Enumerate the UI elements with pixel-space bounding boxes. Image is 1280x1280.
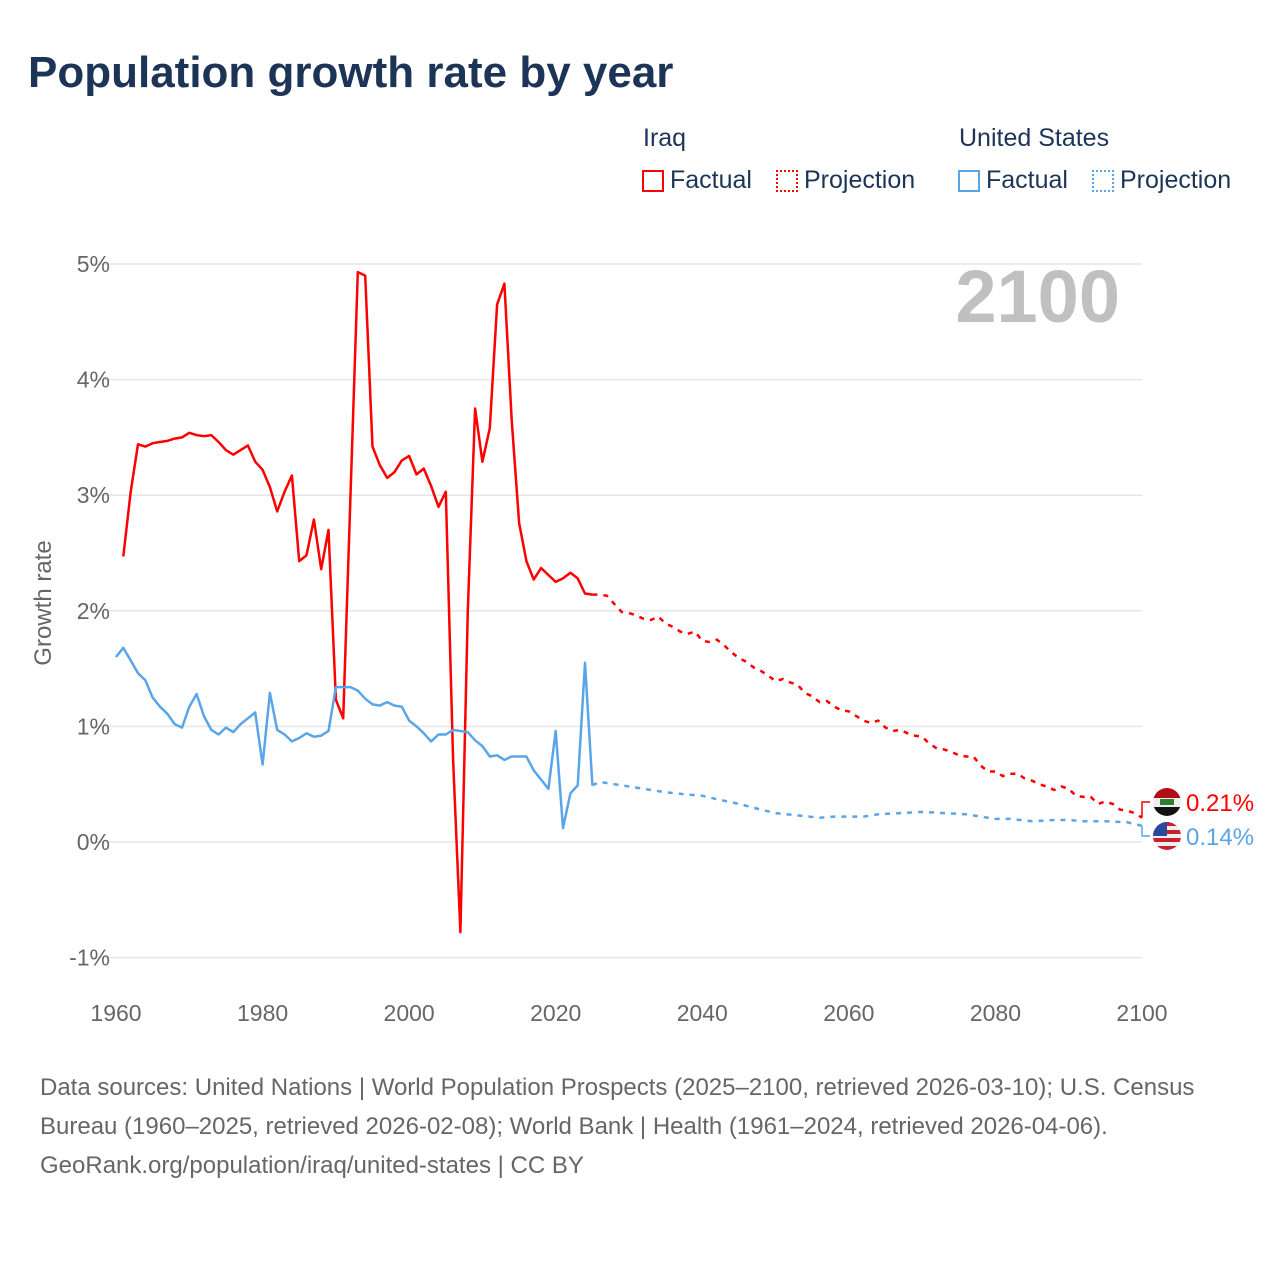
x-tick-label: 2060 (823, 1000, 874, 1026)
legend-us-factual[interactable]: Factual (958, 166, 1068, 195)
footer: Data sources: United Nations | World Pop… (40, 1068, 1240, 1185)
legend-label: Factual (670, 166, 752, 194)
legend-label: Projection (804, 166, 916, 194)
y-tick-label: 1% (77, 713, 110, 739)
flag-canton (1153, 822, 1167, 836)
legend-label: Projection (1120, 166, 1232, 194)
y-axis-title: Growth rate (30, 540, 57, 665)
legend-swatch-dotted-icon (776, 169, 798, 192)
legend-us-projection[interactable]: Projection (1092, 166, 1231, 195)
legend-swatch-solid-icon (958, 169, 980, 192)
x-tick-label: 2080 (970, 1000, 1021, 1026)
y-tick-label: -1% (69, 945, 110, 971)
y-tick-label: 2% (77, 598, 110, 624)
flag-body (1153, 822, 1181, 850)
flag-stripe (1153, 842, 1181, 846)
y-tick-label: 4% (77, 367, 110, 393)
current-year-label: 2100 (955, 255, 1120, 338)
iraq-end-connector (1141, 801, 1150, 818)
iraq-projection-line (592, 593, 1143, 819)
legend-group-us: United States (959, 124, 1110, 152)
iraq-factual-line (122, 270, 593, 934)
x-tick-label: 2100 (1116, 1000, 1167, 1026)
x-tick-label: 1980 (237, 1000, 288, 1026)
flag-stripe (1153, 788, 1181, 798)
y-tick-label: 0% (77, 829, 110, 855)
us-projection-line (591, 780, 1143, 828)
y-tick-label: 3% (77, 482, 110, 508)
legend-swatch-solid-icon (642, 169, 664, 192)
x-tick-label: 1960 (90, 1000, 141, 1026)
legend-group-iraq: Iraq (643, 124, 687, 152)
flag-stripe (1153, 807, 1181, 816)
legend-swatch-dotted-icon (1092, 169, 1114, 192)
data-sources: Data sources: United Nations | World Pop… (40, 1074, 1195, 1140)
page-title: Population growth rate by year (28, 48, 674, 97)
x-tick-label: 2040 (677, 1000, 728, 1026)
credit-link[interactable]: GeoRank.org/population/iraq/united-state… (40, 1152, 584, 1179)
us-factual-line (115, 646, 594, 830)
growth-rate-chart: -1% 0% 1% 2% 3% 4% 5% 1960 1980 2000 2020 2040 2060 2… (30, 251, 1254, 1026)
us-end-connector (1141, 825, 1150, 837)
legend-iraq-projection[interactable]: Projection (776, 166, 915, 195)
y-tick-label: 5% (77, 251, 110, 277)
iraq-end-value-label: 0.21% (1186, 790, 1254, 817)
flag-stripe (1153, 846, 1181, 850)
us-flag-icon (1153, 822, 1181, 850)
iraq-flag-icon (1153, 788, 1181, 816)
us-end-value-label: 0.14% (1186, 824, 1254, 851)
flag-body (1153, 788, 1181, 816)
flag-stripe (1153, 838, 1181, 842)
flag-emblem (1160, 799, 1174, 805)
x-tick-label: 2000 (384, 1000, 435, 1026)
legend-label: Factual (986, 166, 1068, 194)
x-tick-label: 2020 (530, 1000, 581, 1026)
legend-iraq-factual[interactable]: Factual (642, 166, 752, 195)
